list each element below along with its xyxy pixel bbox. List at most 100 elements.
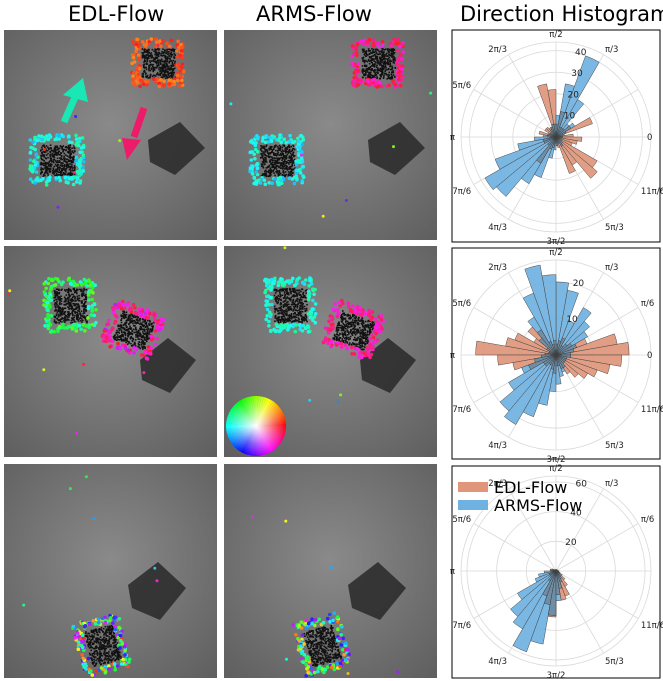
radial-tick-label: 10: [564, 112, 576, 122]
event-panel-r1-c1: [4, 30, 217, 240]
downward-flow-arrow-head: [122, 138, 141, 160]
bar-overlap-bin-26: [552, 354, 557, 374]
direction-histograms: 10 20 30 40 0 π/3 π/2 2π/3 5π/6 π 7π/6 4π/3 3π/2 5π/3…: [450, 29, 663, 681]
angle-tick-label: π/2: [549, 248, 562, 258]
bar-overlap-bin-7: [555, 111, 566, 138]
bar-overlap-bin-17: [547, 135, 557, 138]
bar-arms-flow-bin-24: [522, 354, 557, 418]
downward-flow-arrow-shaft: [130, 106, 148, 139]
event-image-grid: [4, 30, 437, 678]
angle-tick-label: π/3: [605, 479, 618, 489]
bar-edl-flow-bin-31: [555, 136, 598, 179]
outer-gridline: [460, 475, 652, 667]
angular-gridline: [508, 488, 557, 572]
bar-overlap-bin-25: [551, 136, 557, 148]
bar-arms-flow-bin-11: [522, 292, 557, 356]
bar-overlap-bin-23: [536, 136, 557, 164]
angular-gridline: [555, 570, 639, 619]
bar-overlap-bin-35: [555, 136, 563, 139]
bar-overlap-bin-22: [544, 354, 557, 367]
radial-tick-label: 40: [575, 48, 587, 58]
bar-overlap-bin-3: [555, 342, 573, 356]
bar-overlap-bin-14: [546, 347, 557, 356]
angular-gridline: [508, 54, 557, 138]
radial-gridline: [496, 511, 616, 631]
bar-arms-flow-bin-6: [555, 55, 600, 138]
angle-tick-label: 3π/2: [547, 237, 566, 247]
event-panel-r1-c2: [224, 30, 437, 240]
angle-tick-label: 2π/3: [488, 479, 507, 489]
upward-flow-arrow-head: [63, 78, 88, 102]
radial-tick-label: 20: [565, 538, 577, 548]
angle-tick-label: 5π/3: [605, 441, 624, 451]
angle-tick-label: π: [450, 567, 455, 577]
legend-label-edl-flow: EDL-Flow: [494, 478, 567, 497]
angle-tick-label: 4π/3: [488, 657, 507, 667]
bar-overlap-bin-3: [555, 125, 572, 138]
angle-tick-label: 2π/3: [488, 45, 507, 55]
event-panel-r3-c1: [4, 464, 217, 678]
bar-arms-flow-bin-23: [503, 354, 557, 425]
angle-tick-label: 7π/6: [452, 405, 471, 415]
bar-arms-flow-bin-10: [524, 264, 557, 356]
event-panel-r3-c2: [224, 464, 437, 678]
column-title-arms-flow: ARMS-Flow: [256, 2, 372, 26]
angle-tick-label: 11π/6: [641, 405, 663, 415]
bar-overlap-bin-35: [555, 354, 571, 358]
radial-tick-label: 20: [573, 279, 585, 289]
bar-edl-flow-bin-35: [555, 354, 623, 367]
bar-overlap-bin-13: [538, 337, 557, 356]
angle-tick-label: 0: [647, 351, 652, 361]
angle-tick-label: 5π/3: [605, 657, 624, 667]
angle-tick-label: 5π/6: [452, 81, 471, 91]
angle-tick-label: 7π/6: [452, 621, 471, 631]
angle-tick-label: π: [450, 351, 455, 361]
bar-edl-flow-bin-10: [537, 83, 557, 138]
bar-arms-flow-bin-22: [496, 136, 557, 197]
angle-tick-label: 3π/2: [547, 671, 566, 681]
angle-tick-label: 5π/6: [452, 299, 471, 309]
legend-swatch-edl-flow: [458, 482, 488, 492]
column-title-edl-flow: EDL-Flow: [68, 2, 165, 26]
bar-arms-flow-bin-5: [555, 307, 592, 356]
bar-overlap-bin-24: [549, 136, 557, 150]
angle-tick-label: 2π/3: [488, 263, 507, 273]
angle-tick-label: 11π/6: [641, 187, 663, 197]
upward-flow-arrow-shaft: [60, 93, 80, 124]
radial-gridline: [490, 71, 622, 203]
direction-color-wheel: [225, 395, 287, 457]
radial-tick-label: 40: [570, 509, 582, 519]
polar-histogram-2: 10 20 0 π/6 π/3 π/2 2π/3 5π/6 π 7π/6 4π/3 3π/2 5π/3 1…: [450, 247, 663, 465]
legend-label-arms-flow: ARMS-Flow: [494, 496, 582, 515]
angle-tick-label: π/6: [641, 299, 654, 309]
angle-tick-label: 5π/6: [452, 515, 471, 525]
bar-overlap-bin-6: [555, 337, 566, 356]
bar-overlap-bin-20: [528, 354, 557, 370]
column-title-direction-histogram: Direction Histogram: [460, 2, 663, 26]
bar-overlap-bin-4: [555, 343, 568, 356]
bar-edl-flow-bin-17: [475, 340, 557, 356]
radial-tick-label: 10: [566, 315, 578, 325]
angular-gridline: [473, 89, 557, 138]
angle-tick-label: 3π/2: [547, 455, 566, 465]
bar-overlap-bin-12: [536, 329, 557, 356]
bar-edl-flow-bin-29: [555, 136, 576, 174]
bar-edl-flow-bin-32: [555, 136, 598, 168]
angular-gridline: [555, 488, 604, 572]
angle-tick-label: 4π/3: [488, 441, 507, 451]
angular-gridline: [473, 523, 557, 572]
radial-tick-label: 60: [575, 479, 587, 489]
angle-tick-label: 0: [647, 133, 652, 143]
bar-arms-flow-bin-21: [484, 136, 557, 191]
angle-tick-label: 5π/3: [605, 223, 624, 233]
radial-gridline: [466, 481, 646, 661]
flow-arrows: [60, 78, 148, 160]
radial-gridline: [469, 50, 643, 224]
angular-gridline: [555, 523, 639, 572]
bar-overlap-bin-7: [555, 340, 562, 356]
angle-tick-label: π/2: [549, 464, 562, 474]
angle-tick-label: π/2: [549, 30, 562, 40]
angle-tick-label: 7π/6: [452, 187, 471, 197]
outer-gridline: [460, 41, 652, 233]
event-panel-r2-c1: [4, 246, 217, 457]
